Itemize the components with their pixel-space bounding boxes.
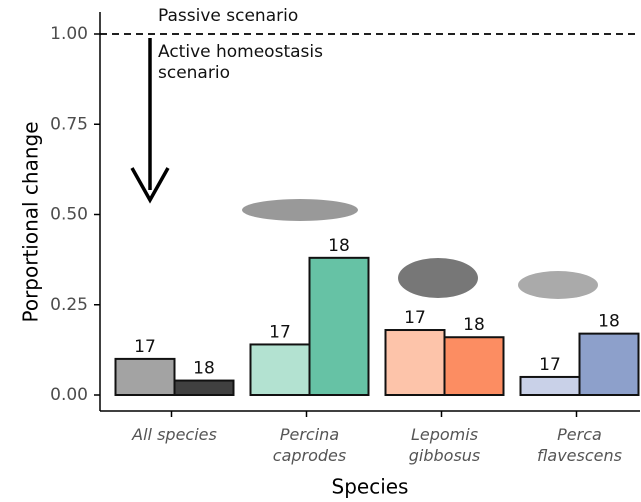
- data-label: 17: [134, 337, 156, 357]
- annotation: Passive scenario: [158, 6, 299, 26]
- bar: [114, 357, 176, 396]
- fish: [398, 258, 478, 298]
- fish-images: [242, 199, 598, 299]
- data-label: 18: [193, 359, 215, 379]
- data-label: 17: [269, 322, 291, 342]
- y-tick-label: 1.00: [50, 24, 88, 44]
- bar: [173, 379, 235, 396]
- annotation: Active homeostasis scenario: [158, 42, 323, 83]
- y-tick-label: 0.00: [50, 385, 88, 405]
- y-tick-label: 0.25: [50, 295, 88, 315]
- x-tick-label: Lepomis gibbosus: [408, 425, 481, 465]
- y-tick-label: 0.75: [50, 114, 88, 134]
- fish: [242, 199, 358, 221]
- x-tick-label: Percina caprodes: [272, 425, 347, 465]
- fish: [518, 271, 598, 299]
- data-label: 17: [404, 308, 426, 328]
- data-label: 18: [598, 312, 620, 332]
- x-axis-label: Species: [332, 475, 409, 499]
- bar: [578, 332, 640, 397]
- data-label: 18: [328, 236, 350, 256]
- data-label: 17: [539, 355, 561, 375]
- arrow-head: [130, 167, 170, 204]
- x-tick-label: Perca flavescens: [537, 425, 622, 465]
- y-axis-label: Porportional change: [19, 121, 43, 322]
- bar: [384, 329, 446, 396]
- bar: [249, 343, 311, 396]
- bar: [519, 375, 581, 397]
- y-tick-label: 0.50: [50, 205, 88, 225]
- x-tick-label: All species: [132, 425, 217, 444]
- bar: [443, 336, 505, 396]
- bar: [308, 256, 370, 396]
- data-label: 18: [463, 315, 485, 335]
